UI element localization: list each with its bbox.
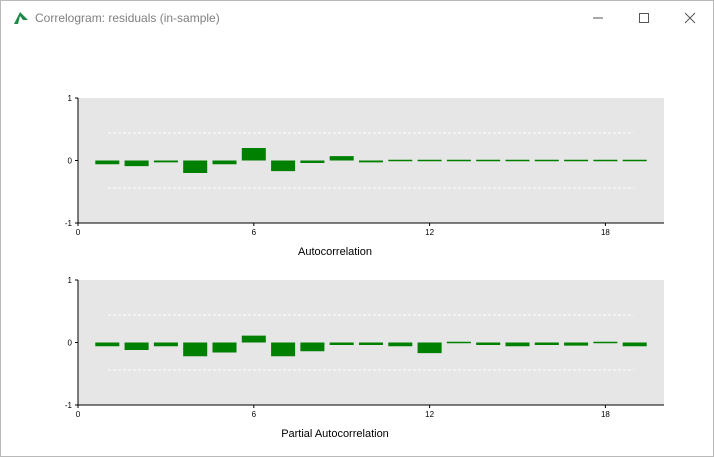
acf-x-tick-label: 12	[425, 228, 434, 237]
acf-bar	[564, 159, 589, 162]
pacf-bar	[212, 342, 237, 353]
acf-bar	[417, 159, 442, 162]
pacf-bar	[446, 341, 471, 344]
pacf-bar	[534, 342, 559, 345]
acf-bar	[271, 160, 296, 172]
acf-y-tick-label: 1	[68, 94, 73, 103]
acf-axis-title: Autocorrelation	[298, 246, 372, 258]
minimize-button[interactable]	[575, 1, 621, 35]
minimize-icon	[593, 17, 603, 19]
pacf-x-tick-label: 18	[601, 410, 610, 419]
acf-bar	[358, 160, 384, 163]
acf-bar	[622, 159, 647, 162]
acf-bar	[593, 159, 618, 162]
acf-bar	[534, 159, 559, 162]
acf-bar	[212, 160, 237, 165]
window-title: Correlogram: residuals (in-sample)	[35, 11, 220, 25]
pacf-bar	[564, 342, 589, 346]
pacf-bar	[183, 342, 208, 357]
pacf-bar	[329, 342, 354, 345]
acf-x-tick-label: 0	[76, 228, 81, 237]
pacf-bar	[505, 342, 530, 347]
pacf-bar	[358, 342, 384, 345]
pacf-x-tick-label: 6	[252, 410, 257, 419]
acf-bar	[505, 159, 530, 162]
pacf-bar	[241, 335, 266, 343]
pacf-bar	[417, 342, 442, 354]
acf-y-tick-label: -1	[65, 219, 73, 228]
pacf-bar	[300, 342, 325, 352]
pacf-bar	[95, 342, 120, 347]
acf-bar	[446, 159, 471, 162]
pacf-y-tick-label: 0	[68, 339, 73, 348]
title-bar[interactable]: Correlogram: residuals (in-sample)	[1, 1, 713, 35]
acf-y-tick-label: 0	[68, 157, 73, 166]
acf-bar	[388, 159, 413, 162]
acf-bar	[95, 160, 120, 165]
pacf-bar	[271, 342, 296, 357]
acf-bar	[241, 148, 266, 161]
pacf-bar	[153, 342, 178, 347]
app-logo-icon	[12, 10, 30, 26]
acf-bar	[476, 159, 501, 162]
acf-bar	[124, 160, 149, 167]
acf-bar	[153, 160, 178, 163]
pacf-bar	[124, 342, 149, 350]
acf-x-tick-label: 6	[252, 228, 257, 237]
pacf-bar	[593, 341, 618, 344]
pacf-y-tick-label: -1	[65, 401, 73, 410]
acf-bar	[300, 160, 325, 163]
acf-x-tick-label: 18	[601, 228, 610, 237]
pacf-axis-title: Partial Autocorrelation	[281, 428, 389, 440]
acf-bar	[183, 160, 208, 173]
pacf-x-tick-label: 12	[425, 410, 434, 419]
pacf-bar	[476, 342, 501, 345]
maximize-icon	[639, 13, 649, 23]
close-icon	[684, 12, 696, 24]
pacf-bar	[388, 342, 413, 347]
acf-bar	[329, 156, 354, 161]
pacf-bar	[622, 342, 647, 347]
maximize-button[interactable]	[621, 1, 667, 35]
pacf-y-tick-label: 1	[68, 276, 73, 285]
pacf-x-tick-label: 0	[76, 410, 81, 419]
close-button[interactable]	[667, 1, 713, 35]
